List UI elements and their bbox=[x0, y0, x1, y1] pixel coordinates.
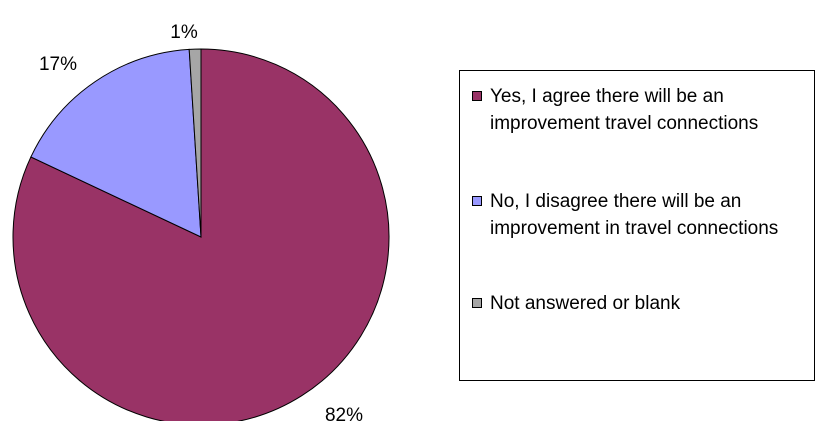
data-label-blank: 1% bbox=[170, 22, 198, 43]
data-label-no: 17% bbox=[39, 54, 77, 75]
legend-swatch-yes bbox=[472, 91, 482, 101]
slice-no bbox=[30, 48, 202, 238]
data-labels: 82% 17% 1% bbox=[39, 22, 363, 421]
legend-label-no: No, I disagree there will be an improvem… bbox=[490, 191, 779, 239]
legend-swatch-blank bbox=[472, 298, 482, 308]
legend-label-blank: Not answered or blank bbox=[490, 293, 681, 314]
legend: Yes, I agree there will be an improvemen… bbox=[459, 70, 815, 381]
legend-label-yes: Yes, I agree there will be an improvemen… bbox=[490, 86, 759, 134]
legend-swatch-no bbox=[472, 196, 482, 206]
slice-blank bbox=[188, 48, 202, 238]
data-label-yes: 82% bbox=[325, 405, 363, 421]
pie-slices bbox=[12, 48, 390, 421]
